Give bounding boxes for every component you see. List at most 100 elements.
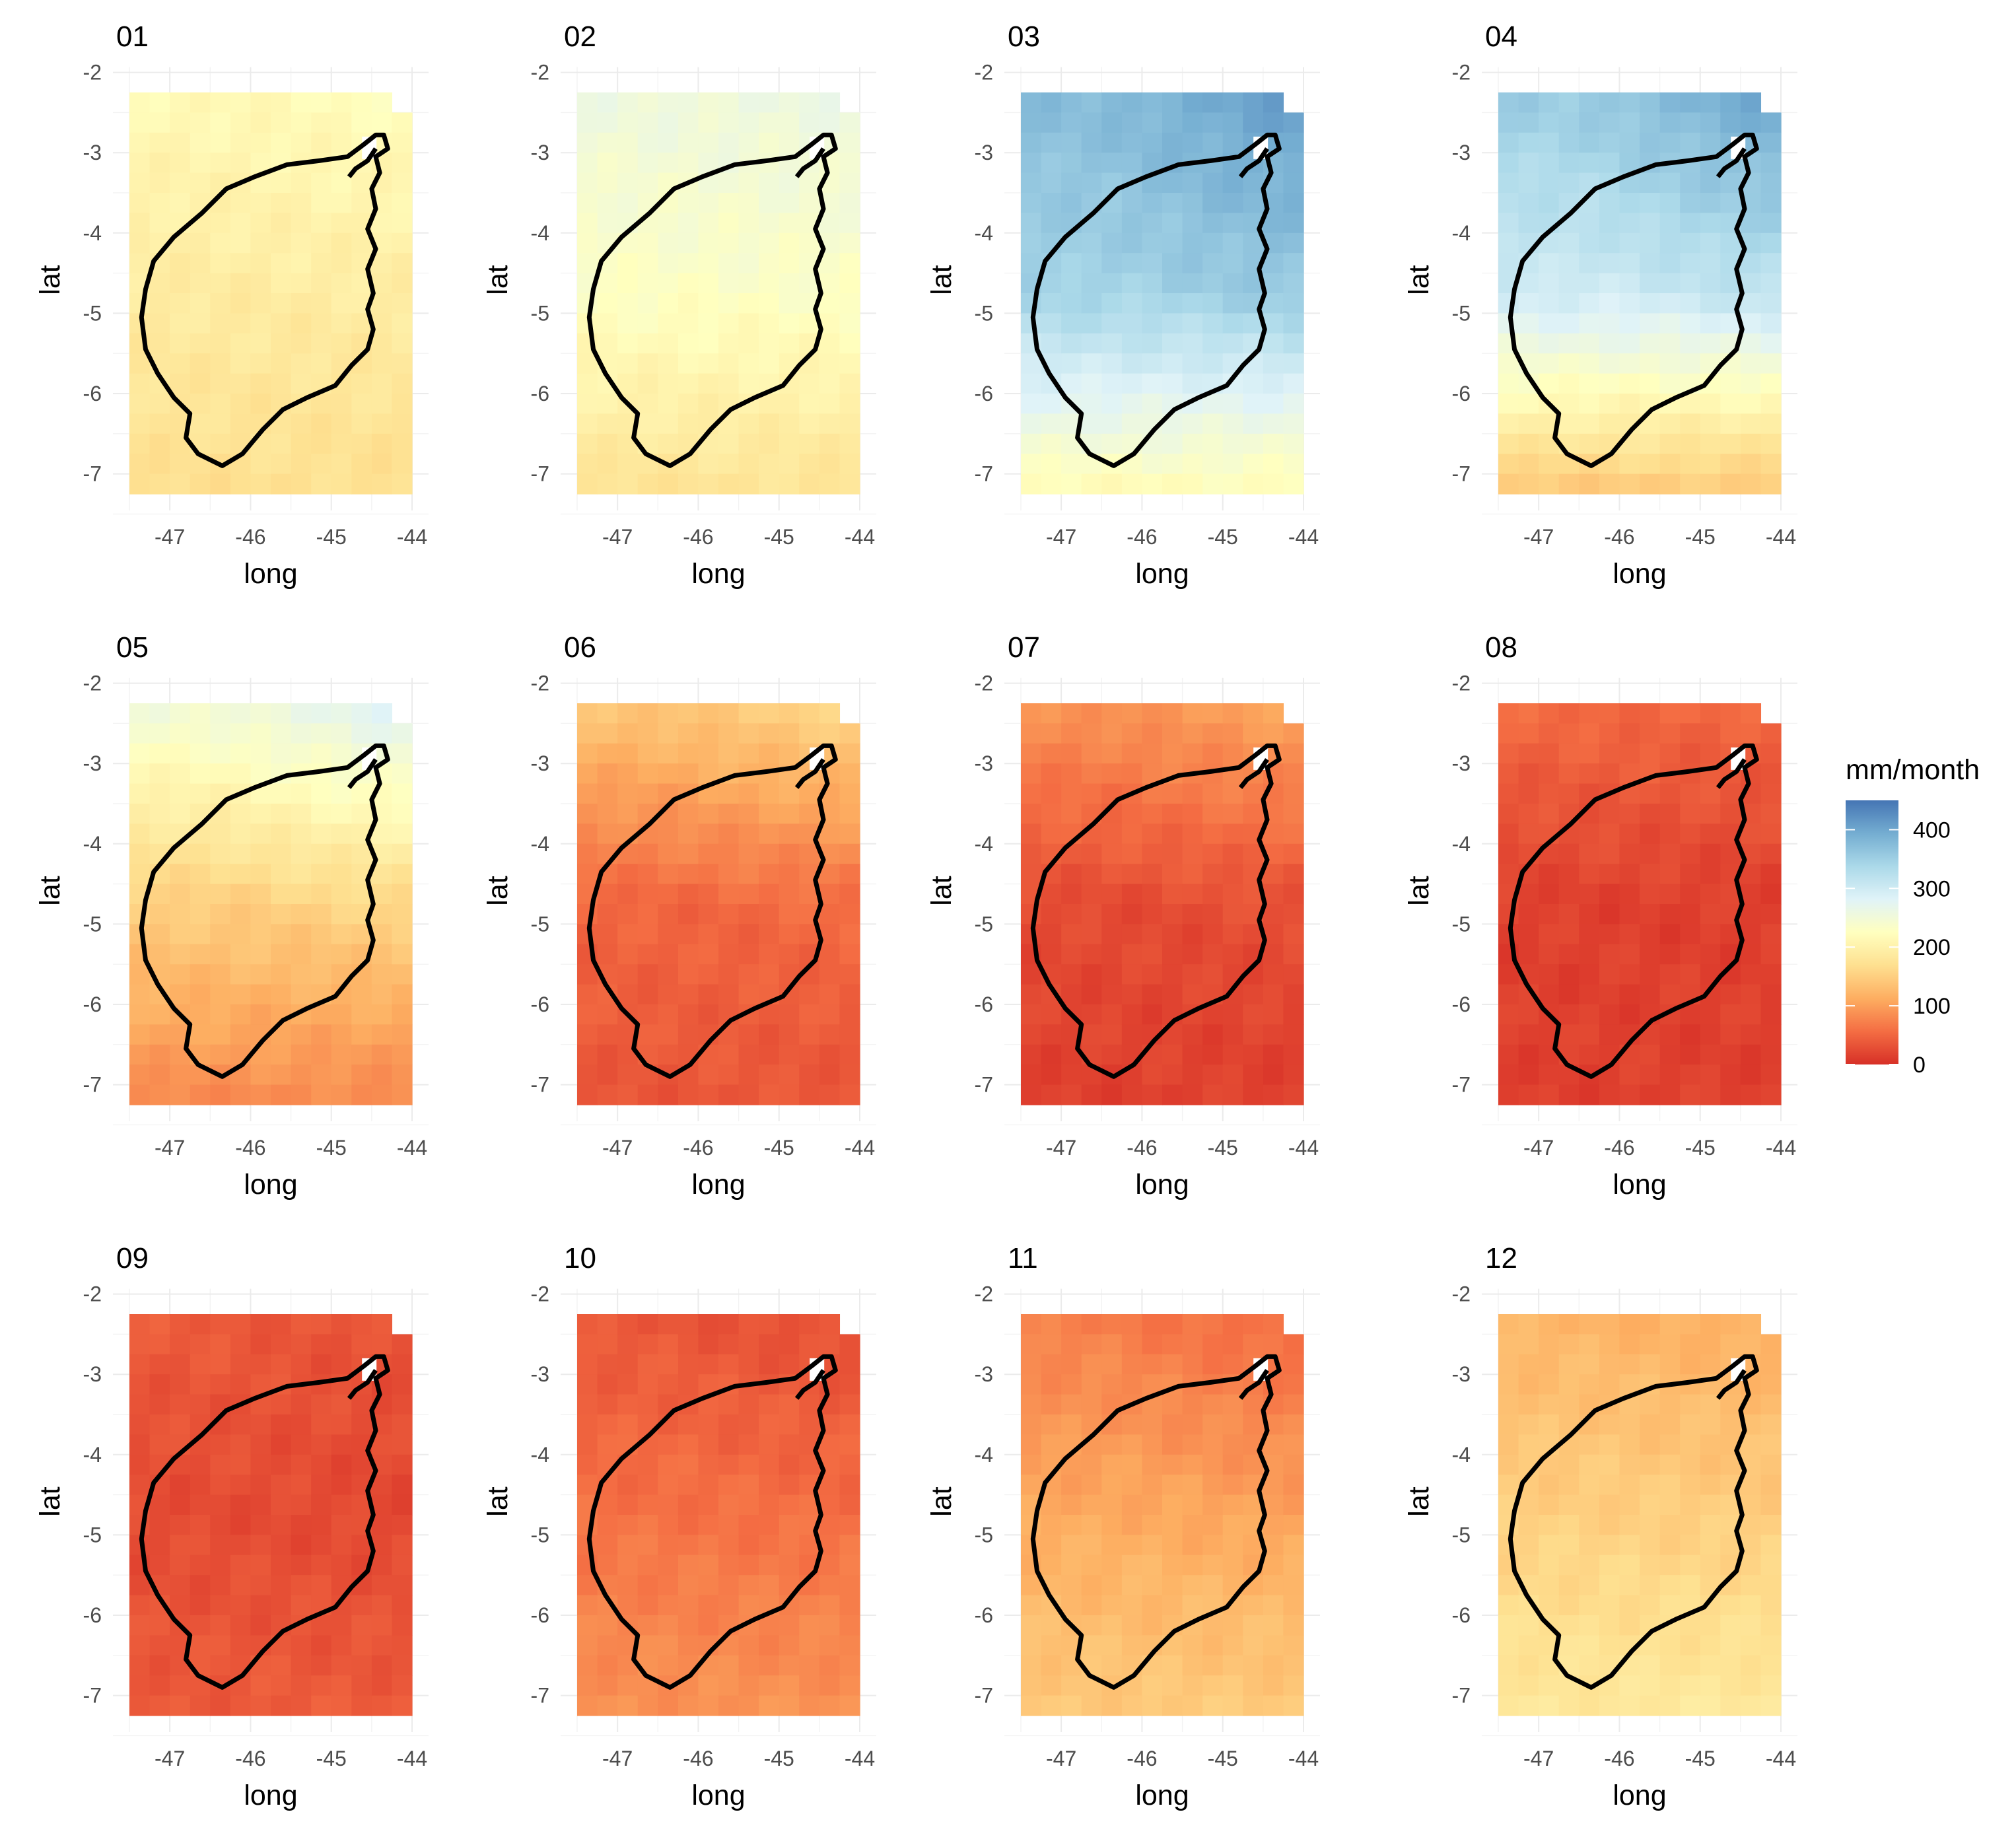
raster-cell <box>1243 1635 1264 1656</box>
raster-cell <box>779 1414 800 1435</box>
raster-cell <box>250 1575 271 1596</box>
raster-cell <box>1760 153 1782 174</box>
x-axis-label: long <box>1135 1169 1189 1201</box>
raster-cell <box>597 333 618 354</box>
raster-cell <box>1041 924 1062 945</box>
raster-cell <box>1263 1655 1284 1676</box>
raster-cell <box>1498 1475 1519 1496</box>
raster-cell <box>637 723 658 744</box>
raster-cell <box>190 843 211 864</box>
raster-cell <box>799 193 820 213</box>
raster-cell <box>311 1615 332 1636</box>
raster-cell <box>1101 313 1123 334</box>
raster-cell <box>392 1535 413 1556</box>
x-tick-label: -47 <box>602 1136 633 1160</box>
raster-cell <box>190 984 211 1005</box>
raster-cell <box>678 92 699 113</box>
raster-cell <box>658 1044 679 1065</box>
raster-cell <box>1162 1044 1183 1065</box>
raster-cell <box>1162 1475 1183 1496</box>
raster-cell <box>1121 193 1143 213</box>
raster-cell <box>597 413 618 435</box>
raster-cell <box>311 783 332 804</box>
x-tick-label: -46 <box>1604 1747 1634 1770</box>
raster-cell <box>1021 92 1042 113</box>
raster-cell <box>129 1334 151 1355</box>
raster-cell <box>392 1004 413 1025</box>
raster-cell <box>392 1434 413 1455</box>
raster-cell <box>718 984 740 1005</box>
raster-cell <box>1243 1314 1264 1335</box>
raster-cell <box>839 132 860 153</box>
raster-cell <box>1182 743 1203 764</box>
raster-cell <box>331 394 352 414</box>
raster-cell <box>1518 944 1539 965</box>
raster-cell <box>1619 1515 1640 1535</box>
raster-cell <box>1202 964 1224 985</box>
raster-cell <box>1061 1515 1082 1535</box>
x-axis-label: long <box>1135 1780 1189 1811</box>
raster-cell <box>698 1575 719 1596</box>
y-tick-label: -5 <box>531 912 549 936</box>
raster-cell <box>129 783 151 804</box>
raster-cell <box>819 433 841 454</box>
raster-cell <box>1162 273 1183 294</box>
raster-cell <box>1021 1314 1042 1335</box>
raster-cell <box>759 394 780 414</box>
raster-cell <box>1740 1554 1762 1576</box>
raster-cell <box>1081 1575 1102 1596</box>
raster-cell <box>637 783 658 804</box>
raster-cell <box>1700 273 1721 294</box>
raster-cell <box>230 743 252 764</box>
raster-cell <box>1659 984 1681 1005</box>
raster-cell <box>230 353 252 374</box>
raster-cell <box>799 394 820 414</box>
y-tick-label: -2 <box>83 1282 102 1306</box>
raster-cell <box>718 454 740 475</box>
raster-cell <box>311 293 332 314</box>
raster-cell <box>1659 132 1681 153</box>
raster-cell <box>779 944 800 965</box>
raster-cell <box>1061 1084 1082 1105</box>
raster-cell <box>210 1655 231 1676</box>
raster-cell <box>1700 924 1721 945</box>
raster-cell <box>351 1064 372 1086</box>
raster-cell <box>1680 1414 1701 1435</box>
raster-cell <box>190 132 211 153</box>
raster-cell <box>371 1334 393 1355</box>
raster-cell <box>718 924 740 945</box>
raster-cell <box>392 984 413 1005</box>
raster-cell <box>1021 1575 1042 1596</box>
raster-cell <box>1558 1615 1580 1636</box>
raster-cell <box>1498 373 1519 394</box>
raster-cell <box>577 1655 598 1676</box>
raster-cell <box>1659 333 1681 354</box>
raster-cell <box>637 944 658 965</box>
raster-cell <box>149 1004 170 1025</box>
raster-cell <box>129 172 151 193</box>
raster-cell <box>371 293 393 314</box>
raster-cell <box>1142 193 1163 213</box>
raster-cell <box>617 763 639 784</box>
raster-cell <box>718 1535 740 1556</box>
raster-cell <box>617 193 639 213</box>
raster-cell <box>1162 1394 1183 1415</box>
raster-cell <box>678 293 699 314</box>
raster-cell <box>637 1374 658 1395</box>
raster-cell <box>1539 1314 1560 1335</box>
raster-cell <box>1283 433 1304 454</box>
raster-cell <box>1599 353 1620 374</box>
raster-cell <box>230 413 252 435</box>
raster-cell <box>250 703 271 724</box>
raster-cell <box>311 454 332 475</box>
raster-cell <box>1700 1314 1721 1335</box>
raster-cell <box>1539 373 1560 394</box>
raster-cell <box>1162 232 1183 254</box>
raster-cell <box>1558 864 1580 885</box>
raster-cell <box>1659 964 1681 985</box>
raster-cell <box>1558 1454 1580 1475</box>
raster-cell <box>1142 964 1163 985</box>
raster-cell <box>331 232 352 254</box>
raster-cell <box>637 273 658 294</box>
raster-cell <box>617 723 639 744</box>
